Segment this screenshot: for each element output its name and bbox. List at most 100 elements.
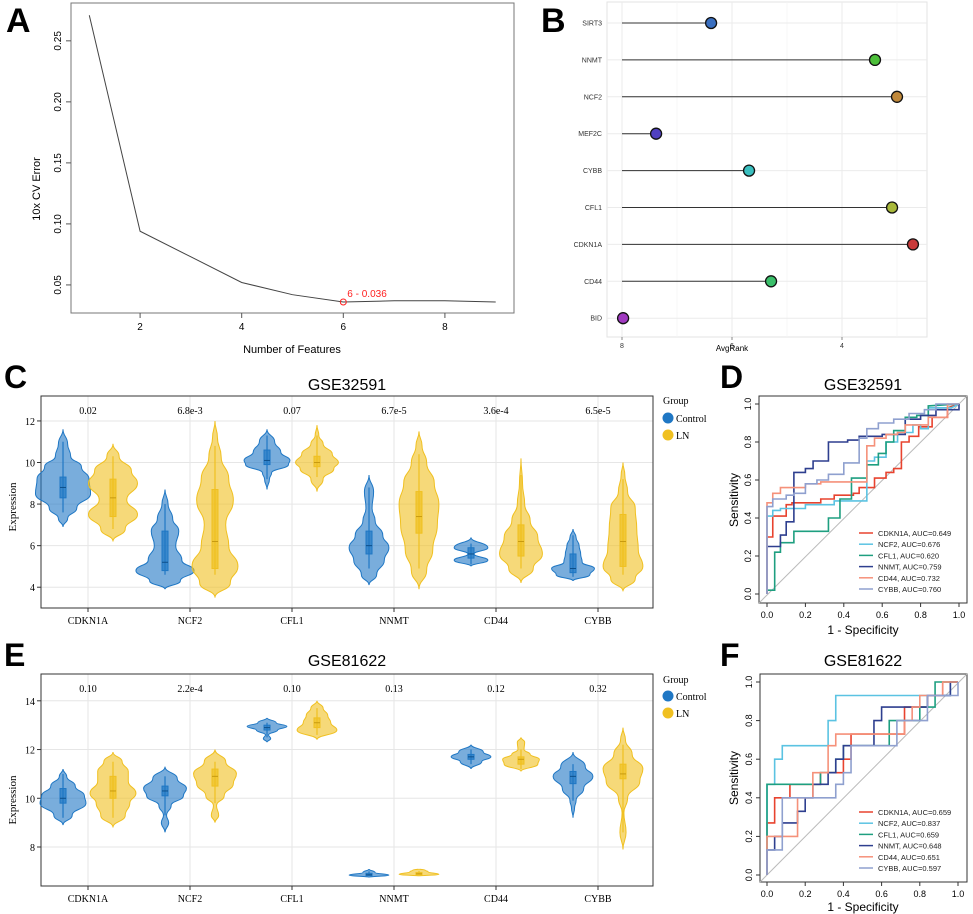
- y-tick-label: 0.8: [743, 436, 753, 449]
- box: [569, 553, 577, 574]
- x-tick-label: NNMT: [379, 616, 408, 627]
- chart-title: GSE32591: [308, 377, 386, 394]
- y-tick-label: 0.6: [743, 474, 753, 487]
- chart-title: GSE81622: [308, 653, 386, 670]
- panel-a-cv-error-chart: 10x CV Error Number of Features 2 4 6 8 0.05…: [31, 2, 515, 356]
- plot-frame: [40, 673, 654, 887]
- y-axis-label: Expression: [7, 775, 19, 824]
- y-tick-label: 10: [25, 794, 35, 805]
- x-tick-label: 0.4: [837, 889, 850, 899]
- box: [569, 770, 577, 785]
- y-tick-label: 8: [30, 500, 35, 511]
- legend-swatch-ln: [662, 707, 674, 719]
- x-tick-label: 0.2: [799, 610, 812, 620]
- x-tick-label: CYBB: [584, 894, 612, 905]
- x-tick-label: 4: [840, 343, 844, 350]
- x-tick-label: 4: [239, 322, 245, 333]
- x-tick-label: CDKN1A: [68, 894, 109, 905]
- p-value-label: 0.12: [487, 684, 505, 695]
- box: [161, 530, 169, 572]
- y-tick-label: 0.2: [743, 550, 753, 563]
- y-axis-label: Sensitivity: [727, 751, 741, 805]
- p-value-label: 6.8e-3: [177, 406, 202, 417]
- panel-label-f: F: [720, 637, 740, 673]
- x-tick-label: 8: [620, 343, 624, 350]
- p-value-label: 3.6e-4: [483, 406, 508, 417]
- roc-curve: [766, 403, 959, 594]
- panel-label-c: C: [4, 359, 27, 395]
- box: [467, 547, 475, 559]
- legend: Group Control LN: [662, 675, 707, 720]
- x-tick-label: CYBB: [584, 616, 612, 627]
- box: [619, 763, 627, 780]
- y-tick-label: CDKN1A: [574, 242, 603, 249]
- y-tick-label: 6: [30, 542, 35, 553]
- x-axis-label: 1 - Specificity: [827, 623, 898, 637]
- legend-label: CD44, AUC=0.732: [878, 574, 940, 583]
- box: [263, 449, 271, 466]
- legend-label: CYBB, AUC=0.597: [878, 864, 941, 873]
- x-tick-label: CFL1: [280, 616, 303, 627]
- legend: Group Control LN: [662, 396, 707, 442]
- box: [109, 775, 117, 799]
- y-tick-label: 1.0: [744, 676, 754, 689]
- legend-label: CDKN1A, AUC=0.649: [878, 529, 951, 538]
- x-tick-label: NNMT: [379, 894, 408, 905]
- y-tick-label: 1.0: [743, 398, 753, 411]
- p-value-label: 6.5e-5: [585, 406, 610, 417]
- y-tick-label: 0.20: [53, 92, 64, 112]
- x-tick-label: 0.4: [838, 610, 851, 620]
- y-tick-label: 8: [30, 843, 35, 854]
- y-tick-label: NNMT: [582, 57, 603, 64]
- legend-label-control: Control: [676, 692, 707, 703]
- y-tick-label: 0.0: [744, 869, 754, 882]
- box: [365, 530, 373, 555]
- roc-curve: [766, 404, 960, 594]
- plot-frame: [40, 395, 654, 609]
- x-tick-label: 8: [442, 322, 448, 333]
- x-tick-label: 0.0: [761, 610, 774, 620]
- legend-label: NNMT, AUC=0.648: [878, 842, 942, 851]
- legend-label: NCF2, AUC=0.837: [878, 819, 940, 828]
- x-tick-label: NCF2: [178, 616, 202, 627]
- y-axis-label: 10x CV Error: [31, 157, 43, 221]
- x-tick-label: 0.2: [799, 889, 812, 899]
- legend-title: Group: [663, 396, 689, 407]
- y-tick-label: CYBB: [583, 168, 602, 175]
- panel-c-violin-gse32591: GSE32591 4 6 8 10 12 CDKN1A 0.02 NCF2 6.8e-3 CFL1…: [7, 377, 707, 627]
- x-tick-label: CDKN1A: [68, 616, 109, 627]
- y-tick-label: SIRT3: [582, 21, 602, 28]
- box: [313, 455, 321, 468]
- box: [211, 768, 219, 787]
- legend-label: CFL1, AUC=0.659: [878, 830, 939, 839]
- box: [415, 491, 423, 534]
- panel-label-a: A: [6, 2, 31, 40]
- lollipop-point: [868, 53, 882, 67]
- panel-d-roc-gse32591: GSE32591 0.0 0.0 0.2 0.2 0.4 0.4 0.6 0.6 0.8 0.8 1…: [727, 377, 968, 637]
- y-tick-label: 14: [25, 697, 35, 708]
- lollipop-point: [616, 312, 630, 325]
- panel-f-roc-gse81622: GSE81622 0.0 0.0 0.2 0.2 0.4 0.4 0.6 0.6 0.8 0.8 1…: [727, 653, 968, 914]
- lollipop-point: [764, 275, 778, 288]
- min-error-marker: [339, 298, 347, 306]
- lollipop-point: [885, 201, 899, 214]
- p-value-label: 0.10: [283, 684, 301, 695]
- x-tick-label: CD44: [484, 894, 508, 905]
- panel-label-b: B: [541, 2, 566, 40]
- chart-title: GSE81622: [824, 653, 902, 670]
- legend-label: CD44, AUC=0.651: [878, 853, 940, 862]
- roc-curve: [766, 403, 960, 594]
- legend-swatch-control: [662, 412, 674, 424]
- lollipop-point: [890, 90, 904, 103]
- legend-label: CDKN1A, AUC=0.659: [878, 808, 951, 817]
- y-tick-label: 0.10: [53, 214, 64, 234]
- legend-title: Group: [663, 675, 689, 686]
- x-tick-label: 0.6: [875, 889, 888, 899]
- y-tick-label: 0.25: [53, 31, 64, 51]
- y-tick-label: 12: [25, 417, 35, 428]
- legend-label: CFL1, AUC=0.620: [878, 551, 939, 560]
- panel-label-d: D: [720, 359, 743, 395]
- x-tick-label: 1.0: [952, 889, 965, 899]
- panel-e-violin-gse81622: GSE81622 8 10 12 14 CDKN1A 0.10 NCF2 2.2e-4 CFL1…: [7, 653, 707, 905]
